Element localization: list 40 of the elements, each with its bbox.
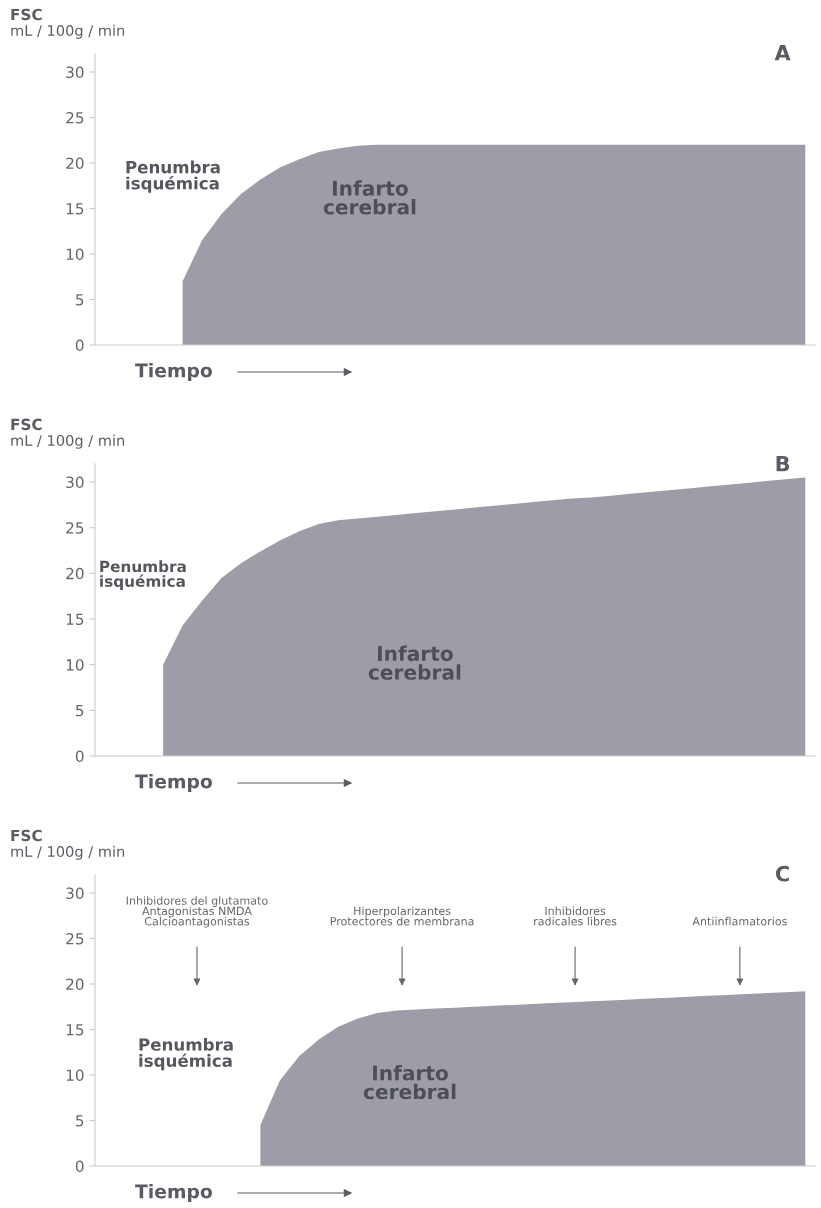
annotation: Penumbra isquémica: [100, 560, 186, 590]
y-tick-label: 30: [66, 476, 84, 489]
annotation: Penumbra isquémica: [126, 160, 220, 193]
y-tick-label: 0: [75, 750, 84, 763]
y-tick-label: 5: [76, 705, 84, 717]
y-tick-label: 5: [76, 294, 84, 306]
y-axis-title: FSC mL / 100g / min: [11, 418, 125, 449]
y-tick-label: 20: [66, 978, 84, 991]
y-tick-label: 25: [66, 111, 84, 124]
annotation: Antiinflamatorios: [692, 916, 787, 926]
annotation: Infarto cerebral: [363, 1064, 456, 1100]
y-tick-label: 0: [75, 339, 84, 352]
chart-title: B: [776, 456, 790, 472]
y-tick-label: 0: [75, 1160, 84, 1173]
y-tick-label: 25: [66, 932, 84, 945]
annotation: Hiperpolarizantes Protectores de membrana: [330, 906, 474, 926]
y-tick-label: 5: [76, 1115, 84, 1127]
y-tick-label: 10: [66, 1069, 84, 1082]
y-tick-label: 25: [66, 522, 84, 534]
y-tick-label: 10: [66, 248, 84, 261]
y-tick-label: 10: [66, 659, 84, 671]
annotation: Inhibidores radicales libres: [534, 906, 617, 926]
chart-title: A: [774, 45, 791, 61]
x-axis-title: Tiempo: [135, 362, 212, 382]
y-axis-title: FSC mL / 100g / min: [11, 829, 125, 860]
y-axis-title: FSC mL / 100g / min: [11, 8, 125, 39]
y-tick-label: 20: [66, 567, 84, 580]
chart-title: C: [775, 865, 789, 882]
x-axis-title: Tiempo: [135, 1183, 212, 1203]
annotation: Infarto cerebral: [368, 645, 461, 680]
y-tick-label: 30: [66, 66, 84, 79]
y-tick-label: 20: [66, 157, 84, 170]
x-axis-title: Tiempo: [135, 773, 212, 793]
y-tick-label: 30: [66, 887, 84, 900]
annotation: Infarto cerebral: [323, 180, 416, 215]
y-tick-label: 15: [66, 203, 84, 215]
annotation: Penumbra isquémica: [139, 1037, 233, 1071]
y-tick-label: 15: [66, 1024, 84, 1036]
annotation: Inhibidores del glutamato Antagonistas NMDA Calcioantagonistas: [126, 896, 268, 928]
y-tick-label: 15: [66, 613, 84, 626]
